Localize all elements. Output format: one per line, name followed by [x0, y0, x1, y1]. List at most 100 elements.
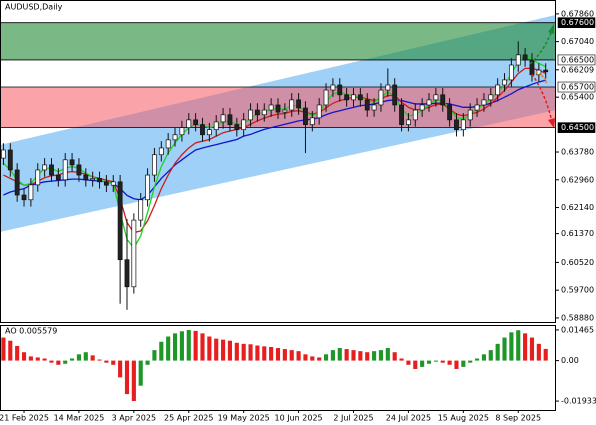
forecast-arrows	[529, 24, 555, 128]
forecast-curve	[535, 71, 548, 85]
candle-body	[364, 99, 370, 111]
candle-body	[495, 84, 501, 96]
candle-body	[460, 119, 466, 131]
ao-bar	[399, 358, 404, 361]
ao-bar	[516, 330, 521, 361]
panel-frame	[0, 0, 556, 323]
x-tick-label: 21 Feb 2025	[0, 414, 49, 423]
ao-bar	[207, 336, 212, 361]
candle-body	[131, 219, 137, 288]
y-tick-label: 0.67860	[561, 9, 594, 18]
y-tick-label: 0.65400	[561, 93, 594, 102]
y-tick-label: 0.62140	[561, 203, 594, 212]
candle-body	[165, 139, 171, 149]
zone	[0, 22, 556, 60]
candle-body	[14, 169, 20, 196]
candle-body	[426, 99, 432, 106]
ao-bar	[543, 348, 548, 361]
ao-bar	[351, 350, 356, 361]
ao-bar	[118, 360, 123, 378]
ao-bar	[296, 351, 301, 361]
level-label: 0.67600	[561, 18, 594, 27]
candle-body	[21, 194, 27, 201]
candle-body	[447, 104, 453, 121]
ao-bar	[475, 358, 480, 361]
candle-body	[543, 69, 549, 73]
ao-bar	[330, 350, 335, 361]
ao-bar	[509, 332, 514, 361]
y-tick-label: 0.66209	[561, 65, 594, 74]
candle-body	[488, 94, 494, 101]
level-label-box	[557, 122, 596, 133]
candle-body	[357, 94, 363, 101]
level-label: 0.65700	[561, 83, 594, 92]
y-tick-label: 0.63780	[561, 148, 594, 157]
candle-body	[296, 99, 302, 109]
x-tick-label: 10 Jun 2025	[275, 414, 323, 423]
ao-bar	[56, 360, 61, 365]
candle-body	[440, 94, 446, 106]
ao-bar	[495, 343, 500, 361]
ao-bar	[262, 346, 267, 361]
candle-body	[406, 119, 411, 125]
ao-bar	[365, 352, 370, 361]
ao-bar	[15, 345, 20, 361]
ao-bar	[42, 358, 47, 361]
ao-bar	[433, 360, 438, 362]
candle-body	[261, 109, 267, 116]
candle-body	[344, 94, 350, 101]
ao-bar	[282, 349, 287, 361]
candle-body	[97, 178, 102, 183]
candle-body	[1, 149, 6, 159]
candle-body	[508, 64, 514, 81]
ao-bar	[317, 357, 322, 361]
moving-average	[2, 55, 546, 249]
ao-bar	[372, 351, 377, 361]
candle-body	[35, 169, 41, 186]
up-arrow-head	[548, 24, 554, 34]
x-tick-label: 14 Mar 2025	[54, 414, 105, 423]
candle-body	[200, 124, 205, 136]
moving-average	[3, 79, 546, 201]
candle-body	[42, 164, 48, 171]
ao-bar	[481, 354, 486, 361]
candle-body	[248, 109, 253, 121]
ao-bar	[440, 360, 445, 363]
ao-bar	[1, 337, 6, 361]
candle-body	[241, 119, 247, 131]
ao-bar	[502, 337, 507, 361]
up-arrow	[529, 29, 553, 65]
ao-bar	[138, 360, 143, 386]
candle-body	[351, 94, 356, 101]
panel-frame	[0, 325, 556, 411]
ao-bar	[76, 354, 81, 361]
candle-body	[522, 54, 528, 61]
ao-bar	[97, 359, 102, 361]
price-panel: 0.67860 0.67040 0.66209 0.65400 0.63780 0.629…	[0, 0, 596, 323]
x-tick-label: 24 Jul 2025	[386, 414, 431, 423]
level-label-box	[557, 81, 596, 93]
ao-bar	[70, 358, 75, 361]
ao-bar	[145, 360, 150, 365]
ao-bar	[358, 351, 363, 361]
ao-bar	[337, 348, 342, 361]
candle-body	[234, 124, 240, 131]
ao-bar	[269, 346, 274, 361]
ao-bar	[200, 333, 205, 361]
ao-bar	[241, 343, 246, 361]
x-tick-label: 8 Sep 2025	[495, 414, 541, 423]
y-tick-label: 0.60520	[561, 258, 594, 267]
ao-bar	[234, 342, 239, 361]
candle-body	[412, 109, 418, 121]
candle-body	[7, 149, 13, 171]
candle-body	[103, 181, 109, 186]
candle-body	[419, 104, 425, 111]
ao-bar	[255, 345, 260, 361]
candle-body	[433, 94, 439, 101]
down-arrow-head	[548, 118, 555, 128]
ao-bar	[214, 338, 219, 361]
candle-body	[110, 181, 116, 186]
candle-body	[316, 104, 322, 119]
ao-bar	[468, 360, 473, 363]
ao-bar	[179, 331, 184, 361]
